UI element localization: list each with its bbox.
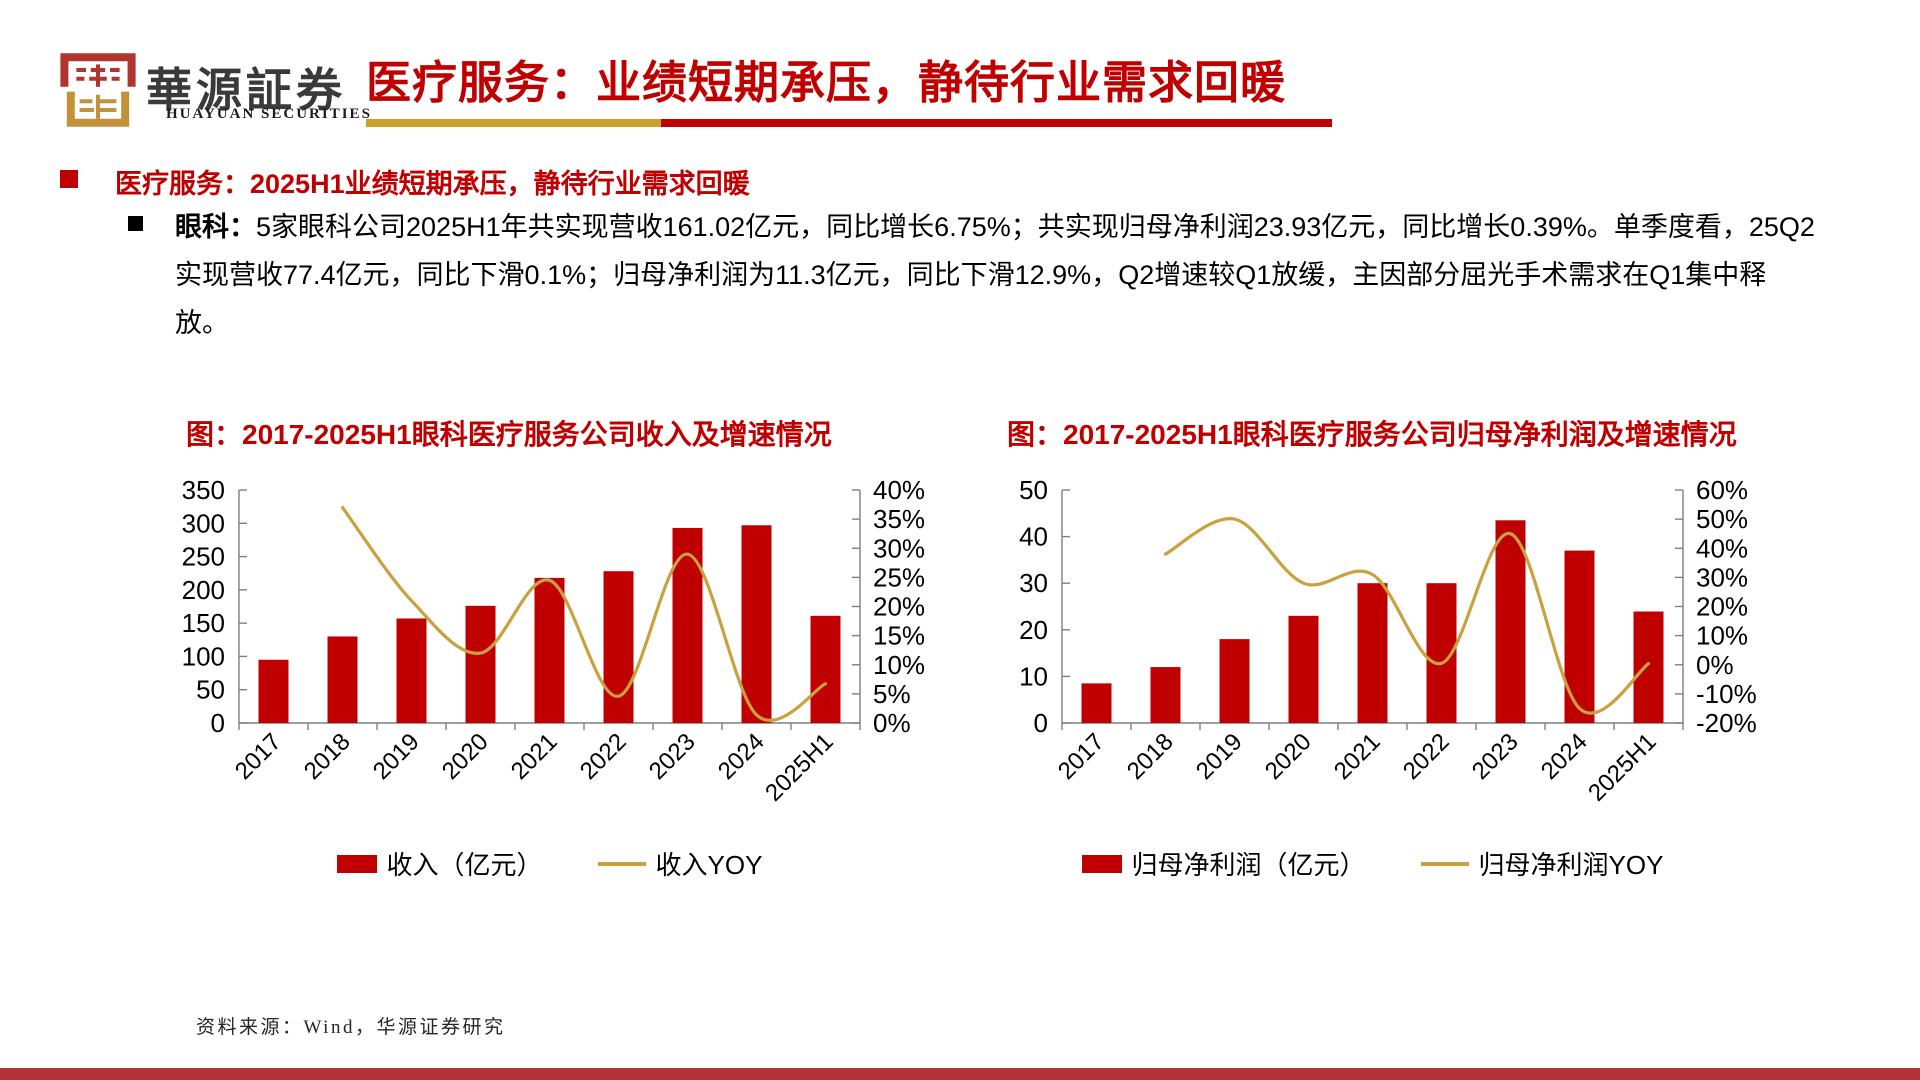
- title-underline: [366, 119, 1332, 127]
- svg-text:0: 0: [1034, 708, 1048, 738]
- svg-text:20%: 20%: [873, 592, 925, 622]
- sub-bullet-icon: [128, 216, 143, 231]
- title-underline-gold: [366, 119, 661, 127]
- svg-text:250: 250: [182, 542, 225, 572]
- legend-label: 归母净利润YOY: [1478, 850, 1664, 880]
- svg-text:30: 30: [1019, 568, 1048, 598]
- title-underline-red: [661, 119, 1332, 127]
- svg-text:-20%: -20%: [1696, 708, 1757, 738]
- svg-text:-10%: -10%: [1696, 679, 1757, 709]
- svg-text:35%: 35%: [873, 504, 925, 534]
- svg-text:2021: 2021: [1329, 728, 1386, 785]
- svg-text:2022: 2022: [1398, 728, 1455, 785]
- svg-text:60%: 60%: [1696, 475, 1748, 505]
- svg-text:150: 150: [182, 608, 225, 638]
- svg-text:40%: 40%: [873, 475, 925, 505]
- svg-text:10: 10: [1019, 661, 1048, 691]
- body-paragraph: 眼科：5家眼科公司2025H1年共实现营收161.02亿元，同比增长6.75%；…: [175, 203, 1820, 347]
- svg-text:40%: 40%: [1696, 533, 1748, 563]
- svg-text:15%: 15%: [873, 621, 925, 651]
- svg-text:10%: 10%: [873, 650, 925, 680]
- legend-label: 收入（亿元）: [386, 850, 543, 880]
- svg-text:2019: 2019: [1191, 728, 1248, 785]
- bar-swatch-icon: [1081, 854, 1122, 873]
- svg-text:0%: 0%: [1696, 650, 1734, 680]
- huayuan-seal-icon: [60, 53, 136, 127]
- logo-en-text: HUAYUAN SECURITIES: [166, 106, 372, 122]
- legend-item-profit-yoy: 归母净利润YOY: [1420, 845, 1664, 882]
- legend-item-profit: 归母净利润（亿元）: [1081, 845, 1366, 882]
- left-chart-title: 图：2017-2025H1眼科医疗服务公司收入及增速情况: [186, 419, 832, 450]
- svg-text:2024: 2024: [1536, 728, 1593, 785]
- svg-text:2025H1: 2025H1: [1583, 728, 1662, 807]
- line-swatch-icon: [597, 861, 646, 866]
- svg-text:2018: 2018: [299, 728, 356, 785]
- svg-text:2017: 2017: [1053, 728, 1110, 785]
- svg-text:30%: 30%: [873, 533, 925, 563]
- svg-text:200: 200: [182, 575, 225, 605]
- svg-text:2023: 2023: [1467, 728, 1524, 785]
- section-heading: 医疗服务：2025H1业绩短期承压，静待行业需求回暖: [115, 169, 750, 199]
- svg-text:100: 100: [182, 641, 225, 671]
- legend-item-revenue: 收入（亿元）: [336, 845, 543, 882]
- svg-text:300: 300: [182, 508, 225, 538]
- section-bullet-icon: [60, 170, 78, 188]
- legend-label: 归母净利润（亿元）: [1131, 850, 1366, 880]
- svg-text:50: 50: [1019, 475, 1048, 505]
- svg-text:2025H1: 2025H1: [760, 728, 839, 807]
- svg-text:2020: 2020: [437, 728, 494, 785]
- svg-text:50%: 50%: [1696, 504, 1748, 534]
- page-title: 医疗服务：业绩短期承压，静待行业需求回暖: [366, 57, 1287, 108]
- svg-text:30%: 30%: [1696, 562, 1748, 592]
- logo-cn-text: 華源証券: [146, 65, 346, 116]
- svg-text:0%: 0%: [873, 708, 911, 738]
- svg-text:2021: 2021: [506, 728, 563, 785]
- svg-text:0: 0: [211, 708, 225, 738]
- svg-text:20: 20: [1019, 615, 1048, 645]
- net-profit-chart: 0 10 20 30 40 50 -20%-10%0%10%20%30%40%50%60% 2…: [1019, 475, 1757, 807]
- svg-text:2018: 2018: [1122, 728, 1179, 785]
- legend-label: 收入YOY: [655, 850, 763, 880]
- legend-item-revenue-yoy: 收入YOY: [597, 845, 763, 882]
- svg-text:2022: 2022: [575, 728, 632, 785]
- svg-text:2023: 2023: [644, 728, 701, 785]
- line-swatch-icon: [1420, 861, 1469, 866]
- svg-text:40: 40: [1019, 522, 1048, 552]
- bar-swatch-icon: [336, 854, 377, 873]
- body-text: 5家眼科公司2025H1年共实现营收161.02亿元，同比增长6.75%；共实现…: [175, 212, 1815, 338]
- svg-text:25%: 25%: [873, 562, 925, 592]
- right-chart-legend: 归母净利润（亿元） 归母净利润YOY: [1062, 845, 1683, 882]
- svg-text:20%: 20%: [1696, 592, 1748, 622]
- svg-text:5%: 5%: [873, 679, 911, 709]
- left-chart-legend: 收入（亿元） 收入YOY: [239, 845, 860, 882]
- svg-text:2020: 2020: [1260, 728, 1317, 785]
- bottom-accent-bar: [0, 1068, 1920, 1080]
- right-chart-title: 图：2017-2025H1眼科医疗服务公司归母净利润及增速情况: [1007, 419, 1737, 450]
- svg-text:2019: 2019: [368, 728, 425, 785]
- source-note: 资料来源：Wind，华源证券研究: [196, 1017, 506, 1038]
- svg-text:350: 350: [182, 475, 225, 505]
- svg-text:10%: 10%: [1696, 621, 1748, 651]
- svg-text:2024: 2024: [713, 728, 770, 785]
- svg-text:2017: 2017: [230, 728, 287, 785]
- svg-text:50: 50: [196, 675, 225, 705]
- body-lead: 眼科：: [175, 212, 256, 242]
